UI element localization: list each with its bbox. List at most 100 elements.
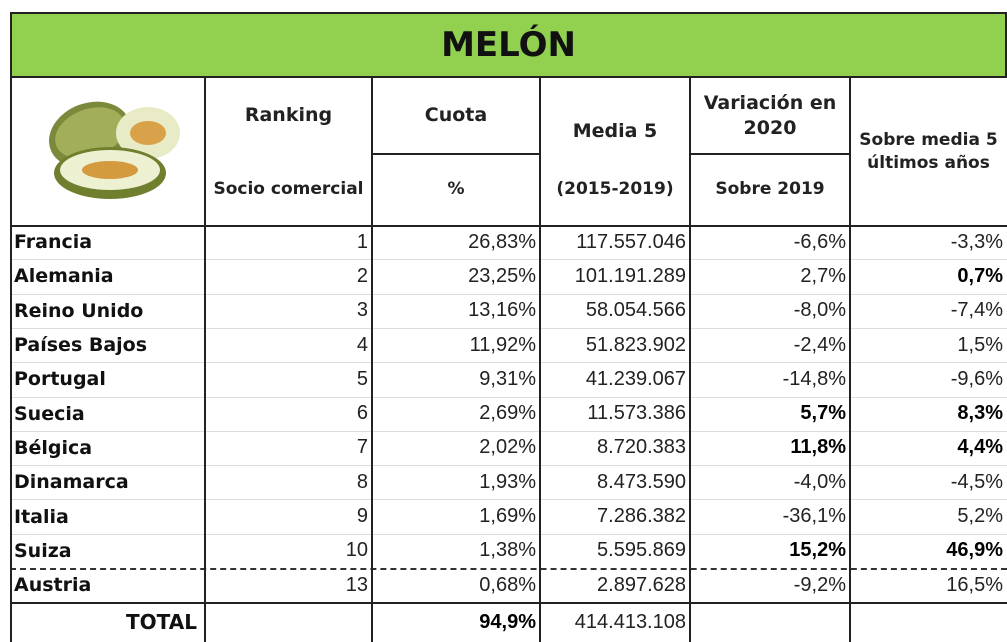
value-cell: -3,3%: [850, 225, 1007, 259]
value-cell: 5,2%: [850, 499, 1007, 533]
value-cell: 2: [205, 259, 372, 293]
value-cell: 1: [205, 225, 372, 259]
column-border: [371, 78, 373, 642]
value-cell: -7,4%: [850, 294, 1007, 328]
header-border: [372, 153, 540, 155]
value-cell: -9,2%: [690, 568, 850, 602]
value-cell: 16,5%: [850, 568, 1007, 602]
value-cell: 15,2%: [690, 534, 850, 568]
value-cell: 8.473.590: [540, 465, 690, 499]
value-cell: 0,68%: [372, 568, 540, 602]
value-cell: -8,0%: [690, 294, 850, 328]
value-cell: 117.557.046: [540, 225, 690, 259]
value-cell: 5: [205, 362, 372, 396]
country: Suiza: [10, 534, 205, 568]
value-cell: 23,25%: [372, 259, 540, 293]
column-border: [10, 78, 12, 642]
row-line: [10, 362, 1007, 363]
country: Francia: [10, 225, 205, 259]
row-line: [10, 397, 1007, 398]
value-cell: 26,83%: [372, 225, 540, 259]
country: Portugal: [10, 362, 205, 396]
row-line: [10, 465, 1007, 466]
country: Reino Unido: [10, 294, 205, 328]
value-cell: 101.191.289: [540, 259, 690, 293]
value-cell: 46,9%: [850, 534, 1007, 568]
row-line: [10, 328, 1007, 329]
total-media: 414.413.108: [540, 602, 690, 642]
country: Italia: [10, 499, 205, 533]
value-cell: 4,4%: [850, 431, 1007, 465]
value-cell: 6: [205, 397, 372, 431]
header-cell: Sobre media 5 últimos años: [850, 78, 1007, 225]
value-cell: -4,0%: [690, 465, 850, 499]
header-subcell: Socio comercial: [205, 153, 372, 225]
value-cell: 11,8%: [690, 431, 850, 465]
header-subcell: %: [372, 153, 540, 225]
country: Austria: [10, 568, 205, 602]
value-cell: 7.286.382: [540, 499, 690, 533]
value-cell: 2,02%: [372, 431, 540, 465]
melon-image: [30, 85, 190, 215]
value-cell: 2,69%: [372, 397, 540, 431]
header-border: [690, 153, 850, 155]
header-cell: Cuota: [372, 78, 540, 153]
value-cell: 58.054.566: [540, 294, 690, 328]
value-cell: 5.595.869: [540, 534, 690, 568]
value-cell: 9,31%: [372, 362, 540, 396]
value-cell: 8,3%: [850, 397, 1007, 431]
header-cell: Ranking: [205, 78, 372, 153]
value-cell: 41.239.067: [540, 362, 690, 396]
row-line: [10, 499, 1007, 500]
value-cell: 2,7%: [690, 259, 850, 293]
header-bottom: [10, 225, 1007, 227]
total-cuota: 94,9%: [372, 602, 540, 642]
value-cell: -6,6%: [690, 225, 850, 259]
column-border: [849, 78, 851, 642]
total-label: TOTAL: [10, 602, 205, 642]
value-cell: 8: [205, 465, 372, 499]
value-cell: 11.573.386: [540, 397, 690, 431]
value-cell: 13,16%: [372, 294, 540, 328]
header-subcell: (2015-2019): [540, 153, 690, 225]
value-cell: 1,69%: [372, 499, 540, 533]
value-cell: -9,6%: [850, 362, 1007, 396]
value-cell: 8.720.383: [540, 431, 690, 465]
value-cell: -14,8%: [690, 362, 850, 396]
column-border: [539, 78, 541, 642]
dashed-separator: [10, 568, 1007, 570]
column-border: [204, 78, 206, 642]
value-cell: -2,4%: [690, 328, 850, 362]
row-line: [10, 534, 1007, 535]
column-border: [689, 78, 691, 642]
value-cell: 9: [205, 499, 372, 533]
value-cell: 0,7%: [850, 259, 1007, 293]
header-cell: Variación en 2020: [690, 78, 850, 153]
value-cell: 2.897.628: [540, 568, 690, 602]
value-cell: 11,92%: [372, 328, 540, 362]
value-cell: 1,5%: [850, 328, 1007, 362]
value-cell: -4,5%: [850, 465, 1007, 499]
value-cell: 1,38%: [372, 534, 540, 568]
value-cell: 51.823.902: [540, 328, 690, 362]
country: Bélgica: [10, 431, 205, 465]
table-screenshot: MELÓN RankingCuotaMedia 5Variación en 20…: [0, 0, 1007, 642]
value-cell: 13: [205, 568, 372, 602]
value-cell: 1,93%: [372, 465, 540, 499]
value-cell: 10: [205, 534, 372, 568]
title-bar: MELÓN: [10, 12, 1007, 78]
country: Dinamarca: [10, 465, 205, 499]
value-cell: 5,7%: [690, 397, 850, 431]
value-cell: 3: [205, 294, 372, 328]
row-line: [10, 431, 1007, 432]
total-border: [10, 602, 1007, 604]
value-cell: 7: [205, 431, 372, 465]
row-line: [10, 259, 1007, 260]
country: Alemania: [10, 259, 205, 293]
country: Países Bajos: [10, 328, 205, 362]
row-line: [10, 294, 1007, 295]
header-subcell: Sobre 2019: [690, 153, 850, 225]
country: Suecia: [10, 397, 205, 431]
title: MELÓN: [441, 25, 576, 65]
value-cell: -36,1%: [690, 499, 850, 533]
